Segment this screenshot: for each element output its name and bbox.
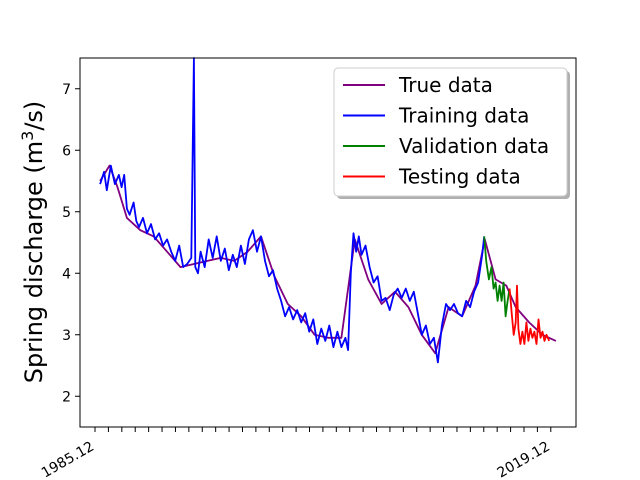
legend-label: Testing data: [398, 165, 521, 189]
y-axis-label-main: Spring discharge (m: [20, 141, 48, 383]
legend-label: True data: [398, 73, 493, 97]
y-tick-label: 2: [62, 389, 71, 405]
y-tick-label: 6: [62, 143, 71, 159]
y-axis-label: Spring discharge (m3/s): [18, 101, 48, 384]
y-tick-label: 3: [62, 328, 71, 344]
y-tick-label: 4: [62, 266, 71, 282]
series-line-validation-data: [483, 236, 511, 318]
y-axis-label-superscript: 3: [18, 131, 37, 141]
legend-label: Training data: [398, 104, 529, 128]
y-tick-label: 5: [62, 205, 71, 221]
plot-frame: [79, 57, 577, 428]
y-axis-label-end: /s): [20, 101, 48, 131]
series-line-testing-data: [508, 284, 551, 345]
series-line-training-data: [99, 57, 486, 364]
y-axis: 2 3 4 5 6 7: [62, 82, 80, 405]
legend-label: Validation data: [399, 134, 549, 158]
legend-entries: True data Training data Validation data Tes…: [343, 73, 549, 189]
legend-box: [333, 67, 568, 197]
y-tick-label: 7: [62, 82, 71, 98]
legend: True data Training data Validation data Tes…: [333, 67, 570, 199]
series-layer: [99, 57, 557, 364]
